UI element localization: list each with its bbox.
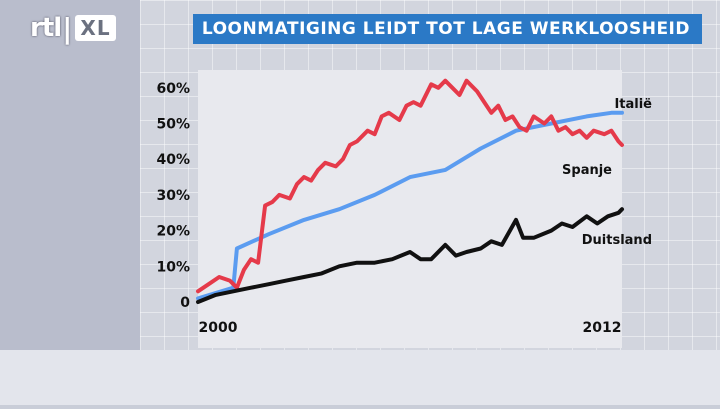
y-tick-label: 40% bbox=[156, 152, 190, 168]
series-line-1 bbox=[196, 110, 624, 301]
series-line-0 bbox=[196, 78, 624, 294]
plot-area bbox=[198, 70, 622, 348]
x-tick-label: 2012 bbox=[583, 320, 622, 336]
logo-xl-badge: XL bbox=[75, 15, 116, 41]
chart-title: LOONMATIGING LEIDT TOT LAGE WERKLOOSHEID bbox=[201, 19, 690, 39]
y-tick-label: 0 bbox=[180, 295, 190, 311]
y-tick-label: 10% bbox=[156, 259, 190, 275]
y-axis-ticks: 0 10% 20% 30% 40% 50% 60% bbox=[156, 81, 190, 311]
series-label-2: Duitsland bbox=[582, 233, 652, 248]
series-line-2 bbox=[196, 207, 624, 304]
channel-logo: rtl | XL bbox=[30, 10, 116, 46]
series-label-1: Italië bbox=[614, 97, 652, 112]
background-bottom-band bbox=[0, 350, 720, 405]
title-bar: LOONMATIGING LEIDT TOT LAGE WERKLOOSHEID bbox=[193, 14, 702, 44]
y-tick-label: 50% bbox=[156, 117, 190, 133]
y-tick-label: 20% bbox=[156, 224, 190, 240]
x-axis-ticks: 2000 2012 bbox=[199, 320, 622, 336]
series-label-0: Spanje bbox=[562, 163, 612, 178]
logo-separator: | bbox=[62, 11, 73, 45]
series-lines bbox=[196, 78, 624, 304]
y-tick-label: 60% bbox=[156, 81, 190, 97]
x-tick-label: 2000 bbox=[199, 320, 238, 336]
series-labels: Spanje Italië Duitsland bbox=[562, 97, 652, 248]
y-tick-label: 30% bbox=[156, 188, 190, 204]
logo-rtl-text: rtl bbox=[30, 13, 62, 43]
background-left-panel bbox=[0, 0, 140, 405]
